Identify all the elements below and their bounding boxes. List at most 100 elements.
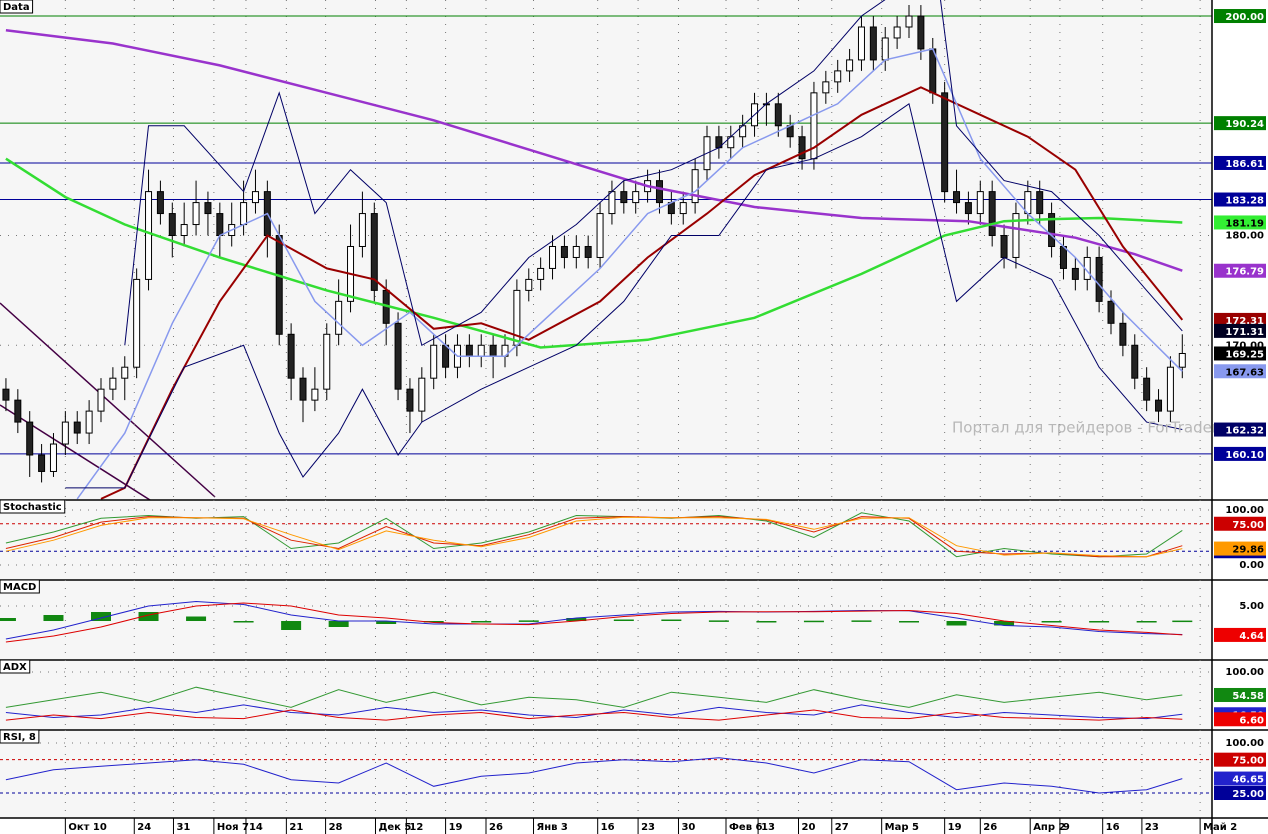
- candle-body: [953, 191, 961, 204]
- value-label-box: [1214, 116, 1266, 131]
- candle-body: [655, 180, 663, 204]
- candle-body: [335, 300, 343, 335]
- panel-title: RSI, 8: [3, 732, 36, 743]
- candle-body: [168, 213, 176, 237]
- histogram-bar: [661, 619, 682, 622]
- value-label-box: [1214, 312, 1266, 327]
- indicator-line: [65, 102, 1183, 489]
- histogram-bar: [281, 621, 302, 631]
- histogram-bar: [899, 621, 919, 623]
- histogram-bar: [91, 612, 111, 622]
- y-tick-label: 5.00: [1239, 601, 1264, 612]
- value-label: 169.25: [1225, 349, 1264, 360]
- histogram-bar: [1172, 620, 1193, 623]
- x-tick-label: 13: [761, 822, 775, 833]
- candle-body: [216, 213, 224, 237]
- value-label: 54.58: [1232, 691, 1264, 702]
- value-label-box: [1214, 446, 1266, 461]
- value-label-box: [1214, 9, 1266, 24]
- candle-body: [1059, 245, 1067, 269]
- value-label: 183.28: [1225, 196, 1264, 207]
- value-label-box: [1214, 215, 1266, 230]
- candle-body: [917, 15, 925, 50]
- histogram-bar: [1041, 621, 1062, 623]
- value-label: 162.32: [1225, 426, 1264, 437]
- candle-body: [204, 202, 212, 215]
- histogram-bar: [0, 618, 16, 622]
- value-label: 181.19: [1225, 218, 1264, 229]
- histogram-bar: [328, 621, 349, 628]
- histogram-bar: [1136, 621, 1157, 623]
- candle-body: [869, 26, 877, 61]
- candle-body: [38, 454, 46, 472]
- indicator-line: [124, 0, 1183, 347]
- indicator-line: [100, 86, 1184, 500]
- candle-body: [525, 278, 533, 291]
- candle-body: [61, 421, 69, 445]
- candle-body: [275, 235, 283, 335]
- candle-body: [893, 26, 901, 39]
- candle-body: [1012, 213, 1020, 258]
- candle-body: [1119, 322, 1127, 346]
- value-label: 172.31: [1225, 316, 1264, 327]
- candle-body: [465, 344, 473, 357]
- panel-title-box: [0, 579, 40, 594]
- histogram-bar: [233, 621, 254, 623]
- panel-title-box: [0, 0, 34, 14]
- value-label-box: [1214, 346, 1266, 361]
- value-label: 4.64: [1239, 631, 1264, 642]
- candle-body: [1095, 256, 1103, 302]
- candle-body: [109, 377, 117, 390]
- candle-body: [323, 333, 331, 390]
- x-tick-label: 24: [137, 822, 151, 833]
- value-label-box: [1214, 155, 1266, 170]
- candle-body: [596, 213, 604, 258]
- value-label-box: [1214, 687, 1266, 702]
- indicator-line: [5, 157, 1183, 349]
- trend-line: [0, 302, 216, 498]
- candle-body: [881, 37, 889, 61]
- x-tick-label: 28: [329, 822, 343, 833]
- y-tick-label: 100.00: [1225, 667, 1264, 678]
- value-label: 25.00: [1232, 789, 1264, 800]
- histogram-bar: [43, 615, 64, 622]
- candle-body: [489, 344, 497, 357]
- value-label-box: [1214, 364, 1266, 379]
- value-label-box: [1214, 263, 1266, 278]
- value-label: 171.31: [1225, 327, 1264, 338]
- y-tick-label: 0.00: [1239, 560, 1264, 571]
- x-tick-label: 20: [801, 822, 815, 833]
- x-tick-label: 19: [948, 822, 962, 833]
- candle-body: [394, 322, 402, 390]
- value-label-box: [1214, 422, 1266, 437]
- value-label-box: [1214, 752, 1266, 767]
- candle-body: [905, 15, 913, 28]
- histogram-bar: [471, 621, 492, 623]
- candle-body: [537, 267, 545, 280]
- value-label-box: [1214, 516, 1266, 531]
- candle-body: [73, 421, 81, 434]
- y-tick-label: 180.00: [1225, 231, 1264, 242]
- x-tick-label: 30: [681, 822, 695, 833]
- candle-body: [133, 278, 141, 368]
- value-label: 75.00: [1232, 520, 1264, 531]
- candle-body: [287, 333, 295, 379]
- x-tick-label: Янв 3: [537, 822, 568, 833]
- value-label-box: [1214, 323, 1266, 338]
- candle-body: [97, 388, 105, 412]
- candle-body: [798, 136, 806, 160]
- candle-body: [418, 377, 426, 412]
- candle-body: [240, 202, 248, 226]
- candle-body: [964, 202, 972, 215]
- candle-body: [774, 103, 782, 127]
- candle-body: [406, 388, 414, 412]
- histogram-bar: [851, 620, 872, 622]
- candle-body: [26, 421, 34, 456]
- indicator-line: [5, 602, 1183, 643]
- candle-body: [14, 399, 22, 423]
- value-label: 6.60: [1239, 715, 1264, 726]
- value-label: 200.00: [1225, 12, 1264, 23]
- candle-body: [1131, 344, 1139, 379]
- candle-body: [358, 213, 366, 247]
- histogram-bar: [1089, 621, 1110, 623]
